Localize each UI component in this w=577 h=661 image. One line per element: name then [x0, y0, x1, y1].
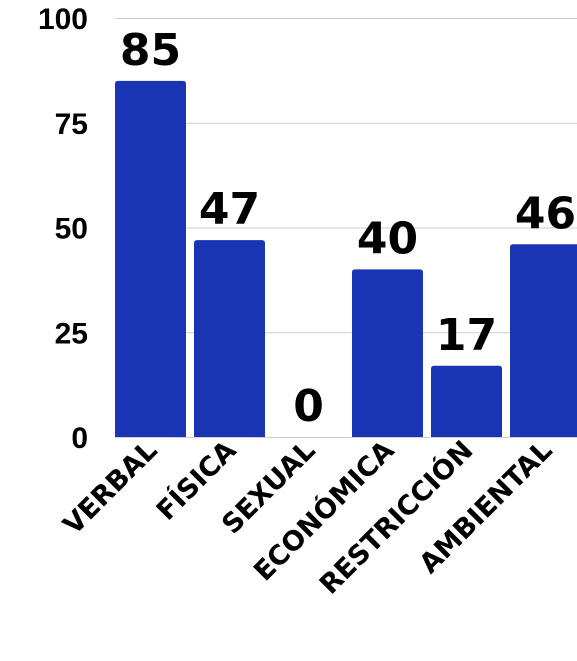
bar-restricción: [431, 365, 502, 437]
data-label: 0: [293, 381, 324, 432]
x-axis-categories: VERBALFÍSICASEXUALECONÓMICARESTRICCIÓNAM…: [58, 434, 559, 600]
y-axis-ticks: 0 25 50 75 100: [38, 3, 88, 455]
data-label: 17: [436, 310, 497, 361]
y-tick-label: 75: [55, 108, 88, 141]
y-tick-label: 100: [38, 3, 88, 36]
data-label: 85: [120, 25, 181, 76]
data-label: 40: [357, 213, 418, 264]
data-label: 46: [515, 188, 576, 239]
bar-verbal: [115, 80, 186, 437]
y-tick-label: 50: [55, 213, 88, 246]
data-labels: 85 47 0 40 17 46: [120, 25, 576, 432]
bar-física: [194, 240, 265, 437]
data-label: 47: [199, 184, 260, 235]
y-tick-label: 0: [71, 422, 88, 455]
bars: [115, 80, 577, 437]
bar-ambiental: [510, 244, 577, 437]
gridlines: [115, 18, 577, 438]
x-category-label: ECONÓMICA: [247, 434, 400, 587]
y-tick-label: 25: [55, 317, 88, 350]
bar-económica: [352, 269, 423, 437]
